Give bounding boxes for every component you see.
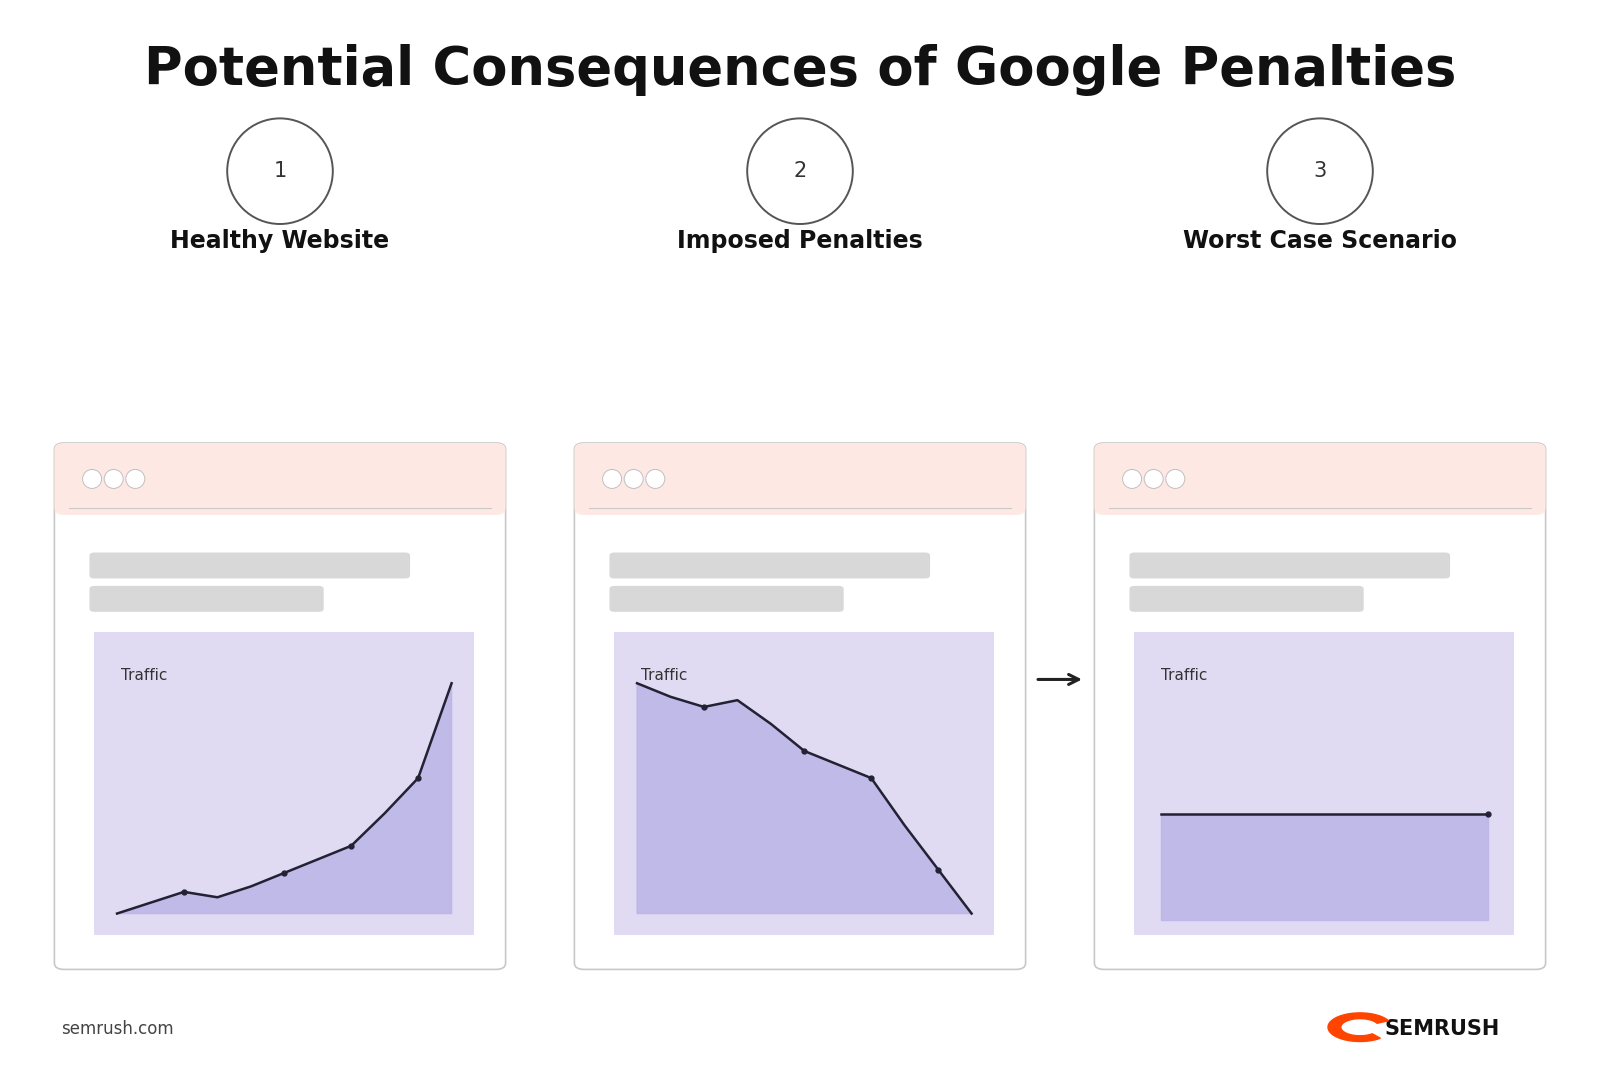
Text: 3: 3 [1314, 162, 1326, 181]
FancyBboxPatch shape [54, 443, 506, 515]
FancyBboxPatch shape [1130, 552, 1450, 579]
Text: Traffic: Traffic [642, 668, 688, 683]
Ellipse shape [603, 470, 621, 488]
Text: 2: 2 [794, 162, 806, 181]
Ellipse shape [624, 470, 643, 488]
Ellipse shape [1166, 470, 1184, 488]
Bar [94, 631, 474, 935]
Text: 1: 1 [274, 162, 286, 181]
Polygon shape [637, 684, 971, 914]
Ellipse shape [1267, 119, 1373, 224]
Bar [1134, 631, 1515, 935]
Bar [584, 479, 1016, 508]
Text: Worst Case Scenario: Worst Case Scenario [1182, 229, 1458, 253]
Bar [64, 479, 496, 508]
Text: Imposed Penalties: Imposed Penalties [677, 229, 923, 253]
FancyBboxPatch shape [610, 552, 930, 579]
Ellipse shape [646, 470, 664, 488]
Ellipse shape [1123, 470, 1141, 488]
Ellipse shape [104, 470, 123, 488]
FancyBboxPatch shape [1094, 443, 1546, 969]
Ellipse shape [1144, 470, 1163, 488]
Text: Traffic: Traffic [122, 668, 168, 683]
FancyBboxPatch shape [90, 552, 410, 579]
Ellipse shape [126, 470, 144, 488]
Text: SEMRUSH: SEMRUSH [1384, 1020, 1499, 1039]
Polygon shape [1162, 813, 1488, 919]
FancyBboxPatch shape [574, 443, 1026, 515]
Text: Traffic: Traffic [1162, 668, 1208, 683]
Bar [614, 631, 995, 935]
FancyBboxPatch shape [54, 443, 506, 969]
FancyBboxPatch shape [574, 443, 1026, 969]
Ellipse shape [83, 470, 101, 488]
Polygon shape [117, 684, 451, 914]
Text: Healthy Website: Healthy Website [171, 229, 389, 253]
FancyBboxPatch shape [90, 586, 323, 612]
FancyBboxPatch shape [1094, 443, 1546, 515]
FancyBboxPatch shape [1130, 586, 1363, 612]
Ellipse shape [747, 119, 853, 224]
Polygon shape [1328, 1013, 1389, 1041]
Text: semrush.com: semrush.com [61, 1021, 173, 1038]
FancyBboxPatch shape [610, 586, 843, 612]
Ellipse shape [227, 119, 333, 224]
Bar [1104, 479, 1536, 508]
Text: Potential Consequences of Google Penalties: Potential Consequences of Google Penalti… [144, 44, 1456, 95]
